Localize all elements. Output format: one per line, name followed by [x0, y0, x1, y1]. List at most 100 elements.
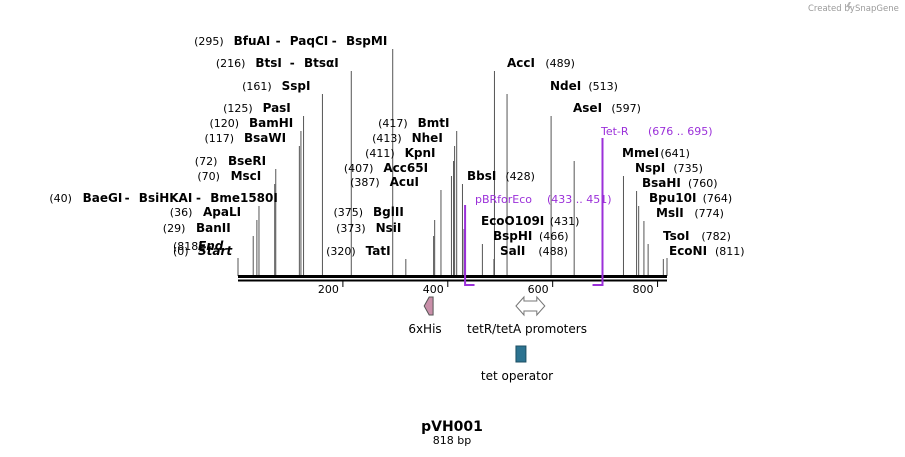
primer-tet-r-arrow [592, 138, 604, 286]
feature-label: 6xHis [408, 322, 441, 336]
enzyme-name: BsiHKAI [139, 191, 193, 205]
enzyme-name: BamHI [249, 116, 293, 130]
cut-site-lines [237, 49, 668, 276]
enzyme-site-mmei[interactable]: (641)MmeI [622, 146, 690, 160]
enzyme-separator: - [332, 34, 337, 48]
enzyme-position: (161) [242, 80, 272, 93]
enzyme-position: (70) [197, 170, 220, 183]
enzyme-name: EcoO109I [481, 214, 544, 228]
enzyme-site-btsi[interactable]: (216) BtsI - BtsαI [216, 56, 339, 70]
feature-promoters-double-arrow [515, 295, 546, 317]
enzyme-site-bbsi[interactable]: (428) BbsI [467, 169, 535, 183]
plasmid-length: 818 bp [433, 434, 471, 447]
primer-name: Tet-R [600, 125, 629, 138]
enzyme-position: (489) [545, 57, 575, 70]
enzyme-site-acui[interactable]: (387) AcuI [350, 175, 419, 189]
enzyme-site-nhei[interactable]: (413) NheI [372, 131, 443, 145]
enzyme-site-bseri[interactable]: (72) BseRI [195, 154, 266, 168]
enzyme-name: BsaHI [642, 176, 681, 190]
enzyme-position: (216) [216, 57, 246, 70]
enzyme-site-msli[interactable]: (774) MslI [656, 206, 724, 220]
enzyme-position: (782) [701, 230, 731, 243]
enzyme-position: (760) [688, 177, 718, 190]
enzyme-site-econi[interactable]: (811) EcoNI [669, 244, 745, 258]
enzyme-site-bsphi[interactable]: (466) BspHI [493, 229, 569, 243]
enzyme-site-acc65i[interactable]: (407) Acc65I [344, 161, 428, 175]
enzyme-position: (641) [660, 147, 690, 160]
enzyme-site-bamhi[interactable]: (120) BamHI [210, 116, 294, 130]
enzyme-position: (811) [715, 245, 745, 258]
enzyme-name: AccI [507, 56, 535, 70]
enzyme-position: (29) [163, 222, 186, 235]
enzyme-site-bsawi[interactable]: (117) BsaWI [205, 131, 287, 145]
enzyme-position: (428) [505, 170, 535, 183]
enzyme-name: NsiI [376, 221, 402, 235]
enzyme-site-kpni[interactable]: (411) KpnI [365, 146, 435, 160]
enzyme-separator: - [276, 34, 281, 48]
feature-tet-operator[interactable]: tet operator [481, 345, 553, 383]
enzyme-separator: - [196, 191, 201, 205]
enzyme-name: BspHI [493, 229, 532, 243]
enzyme-site-bfuai[interactable]: (295) BfuAI - PaqCI - BspMI [194, 34, 387, 48]
enzyme-site-asei[interactable]: (597) AseI [573, 101, 641, 115]
primer-name: pBRforEco [475, 193, 532, 206]
enzyme-name: Start [198, 244, 233, 258]
enzyme-site-baegi[interactable]: (40) BaeGI - BsiHKAI - Bme1580I [49, 191, 277, 205]
enzyme-name: BbsI [467, 169, 496, 183]
enzyme-site-banii[interactable]: (29) BanII [163, 221, 231, 235]
enzyme-name: BseRI [228, 154, 266, 168]
enzyme-site-sspi[interactable]: (161) SspI [242, 79, 310, 93]
enzyme-position: (117) [205, 132, 235, 145]
enzyme-position: (818) [173, 240, 203, 253]
snapgene-brand: SnapGene [855, 4, 899, 14]
created-by-label: Created by [808, 4, 855, 14]
enzyme-position: (0) [173, 245, 189, 258]
axis-tick-label: 800 [633, 283, 654, 296]
enzyme-site-sali[interactable]: (488) SalI [500, 244, 568, 258]
enzyme-site-apali[interactable]: (36) ApaLI [170, 205, 241, 219]
enzyme-position: (597) [611, 102, 641, 115]
enzyme-position: (72) [195, 155, 218, 168]
enzyme-labels: (0) Start (29) BanII (36) ApaLI(40) BaeGI - BsiH… [49, 34, 744, 258]
feature-label: tetR/tetA promoters [467, 322, 587, 336]
enzyme-site-tsoi[interactable]: (782) TsoI [663, 229, 731, 243]
enzyme-position: (120) [210, 117, 240, 130]
primer-pbrforeco[interactable]: pBRforEco (433 .. 451) [464, 193, 612, 286]
enzyme-site-bmti[interactable]: (417) BmtI [378, 116, 449, 130]
enzyme-position: (320) [326, 245, 356, 258]
enzyme-name: ApaLI [203, 205, 241, 219]
enzyme-site-pasi[interactable]: (125) PasI [223, 101, 291, 115]
enzyme-name: AseI [573, 101, 602, 115]
enzyme-site-msci[interactable]: (70) MscI [197, 169, 261, 183]
enzyme-site-nsii[interactable]: (373) NsiI [336, 221, 401, 235]
enzyme-separator: - [125, 191, 130, 205]
enzyme-site-nspi[interactable]: (735) NspI [635, 161, 703, 175]
enzyme-name: BspMI [346, 34, 387, 48]
enzyme-separator: - [290, 56, 295, 70]
enzyme-site-start[interactable]: (0) Start [173, 244, 233, 258]
enzyme-name: PasI [263, 101, 291, 115]
primer-tet-r[interactable]: Tet-R (676 .. 695) [592, 125, 713, 286]
enzyme-site-end[interactable]: (818)End [173, 239, 224, 253]
enzyme-site-ecoo109i[interactable]: (431) EcoO109I [481, 214, 579, 228]
enzyme-site-bpu10i[interactable]: (764) Bpu10I [649, 191, 732, 205]
enzyme-site-acci[interactable]: (489) AccI [507, 56, 575, 70]
feature-6xhis[interactable]: 6xHis [408, 296, 442, 336]
enzyme-site-bglii[interactable]: (375) BglII [334, 205, 404, 219]
primer-range: (433 .. 451) [547, 193, 612, 206]
enzyme-position: (125) [223, 102, 253, 115]
axis-ticks: 200 400 600 800 [318, 281, 659, 296]
enzyme-name: BsaWI [244, 131, 286, 145]
enzyme-name: PaqCI [290, 34, 328, 48]
enzyme-site-bsahi[interactable]: (760) BsaHI [642, 176, 718, 190]
feature-tetr-teta-promoters[interactable]: tetR/tetA promoters [467, 295, 587, 336]
plasmid-name: pVH001 [421, 419, 483, 435]
feature-6xhis-arrow [423, 296, 434, 316]
enzyme-position: (36) [170, 206, 193, 219]
primer-range: (676 .. 695) [648, 125, 713, 138]
enzyme-site-ndei[interactable]: (513) NdeI [550, 79, 618, 93]
enzyme-site-tati[interactable]: (320) TatI [326, 244, 390, 258]
enzyme-name: EcoNI [669, 244, 707, 258]
enzyme-name: NspI [635, 161, 665, 175]
